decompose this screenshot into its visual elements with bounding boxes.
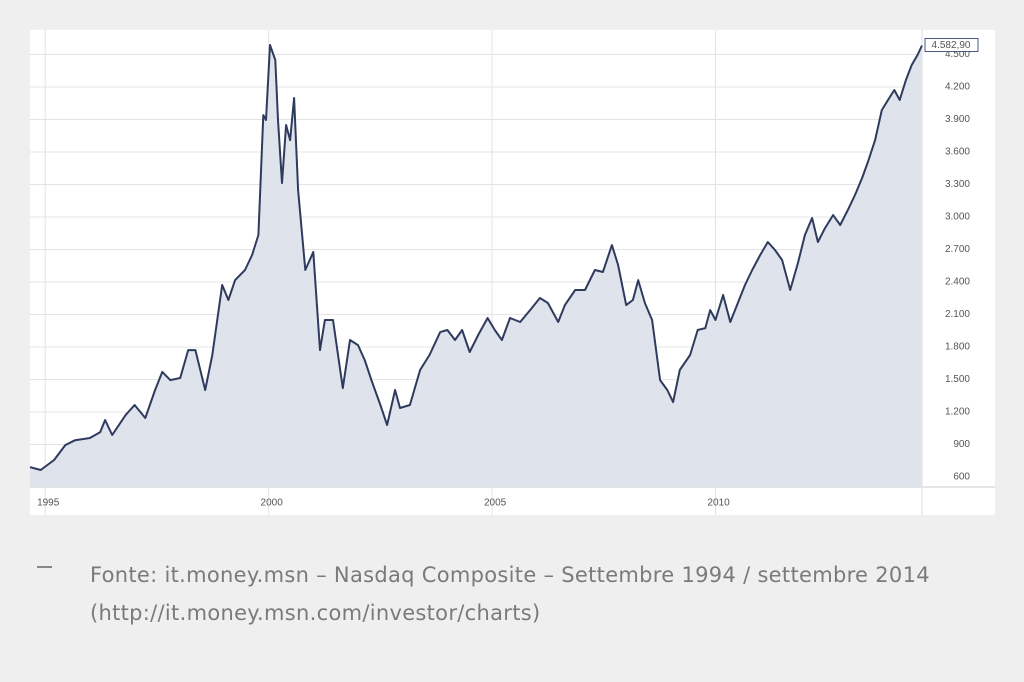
y-tick-label: 2.100 [945,309,970,320]
x-tick-label: 1995 [37,498,60,509]
y-tick-label: 1.500 [945,374,970,385]
y-tick-label: 2.700 [945,244,970,255]
x-tick-label: 2005 [484,498,507,509]
area [30,45,922,487]
y-tick-label: 3.300 [945,179,970,190]
y-tick-label: 900 [953,439,970,450]
y-tick-label: 600 [953,472,970,483]
current-value-box [924,38,979,53]
caption: Fonte: it.money.msn – Nasdaq Composite –… [90,563,930,625]
y-tick-label: 2.400 [945,277,970,288]
y-tick-label: 1.200 [945,407,970,418]
current-value-label: 4.582,90 [932,40,971,51]
x-tick-label: 2010 [707,498,730,509]
y-tick-label: 3.000 [945,212,970,223]
y-tick-label: 1.800 [945,342,970,353]
x-tick-label: 2000 [261,498,284,509]
y-tick-label: 4.200 [945,82,970,93]
y-tick-label: 4.500 [945,49,970,60]
y-tick-label: 3.600 [945,147,970,158]
line [29,44,923,471]
chart: 600 900 1.200 1.500 1.800 2.100 2.400 2.700 3.00… [29,30,995,515]
y-tick-label: 3.900 [945,114,970,125]
